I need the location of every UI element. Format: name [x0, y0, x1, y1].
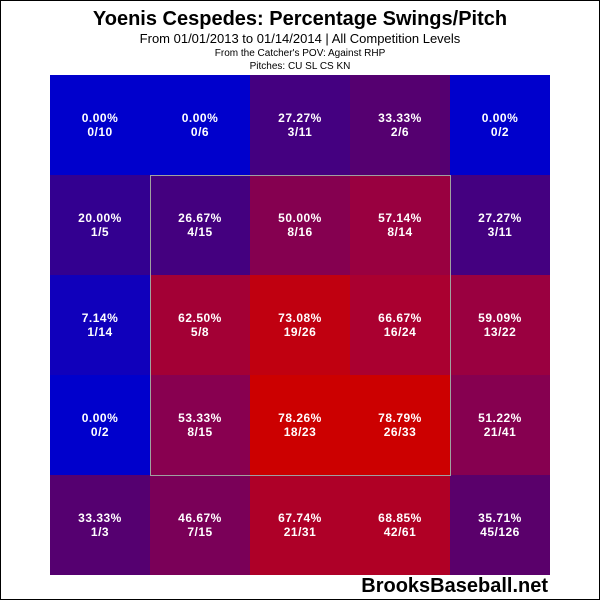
heatmap-cell: 57.14% 8/14: [350, 175, 450, 275]
cell-fraction: 4/15: [187, 225, 213, 239]
chart-title: Yoenis Cespedes: Percentage Swings/Pitch: [92, 8, 508, 30]
pov-label: From the Catcher's POV: Against RHP: [214, 48, 386, 59]
cell-fraction: 2/6: [390, 125, 410, 139]
heatmap-cell: 53.33% 8/15: [150, 375, 250, 475]
cell-fraction: 21/31: [283, 525, 317, 539]
cell-fraction: 26/33: [383, 425, 417, 439]
heatmap-cell: 51.22% 21/41: [450, 375, 550, 475]
heatmap-cell: 0.00% 0/2: [50, 375, 150, 475]
cell-percentage: 78.26%: [278, 411, 322, 425]
heatmap-cell: 0.00% 0/10: [50, 75, 150, 175]
cell-fraction: 8/14: [387, 225, 413, 239]
cell-percentage: 0.00%: [81, 111, 119, 125]
cell-percentage: 67.74%: [278, 511, 322, 525]
cell-fraction: 8/15: [187, 425, 213, 439]
heatmap-cell: 35.71% 45/126: [450, 475, 550, 575]
chart-subtitle: From 01/01/2013 to 01/14/2014 | All Comp…: [139, 31, 461, 46]
heatmap-cell: 33.33% 1/3: [50, 475, 150, 575]
heatmap-cell: 27.27% 3/11: [450, 175, 550, 275]
cell-fraction: 45/126: [480, 525, 520, 539]
cell-fraction: 42/61: [383, 525, 417, 539]
cell-percentage: 51.22%: [478, 411, 522, 425]
heatmap-cell: 33.33% 2/6: [350, 75, 450, 175]
cell-percentage: 33.33%: [78, 511, 122, 525]
cell-percentage: 66.67%: [378, 311, 422, 325]
heatmap-cell: 27.27% 3/11: [250, 75, 350, 175]
heatmap-cell: 0.00% 0/2: [450, 75, 550, 175]
cell-fraction: 5/8: [190, 325, 210, 339]
cell-fraction: 3/11: [287, 125, 313, 139]
cell-percentage: 33.33%: [378, 111, 422, 125]
brand-watermark: BrooksBaseball.net: [361, 575, 548, 597]
cell-fraction: 3/11: [487, 225, 513, 239]
cell-percentage: 46.67%: [178, 511, 222, 525]
heatmap-grid: 0.00% 0/10 0.00% 0/6 27.27% 3/11 33.33% 2/6 0.00…: [50, 75, 550, 575]
heatmap-cell: 68.85% 42/61: [350, 475, 450, 575]
cell-fraction: 13/22: [483, 325, 517, 339]
cell-fraction: 21/41: [483, 425, 517, 439]
heatmap-cell: 59.09% 13/22: [450, 275, 550, 375]
heatmap-cell: 66.67% 16/24: [350, 275, 450, 375]
cell-fraction: 1/5: [90, 225, 110, 239]
heatmap-cell: 46.67% 7/15: [150, 475, 250, 575]
cell-fraction: 1/14: [87, 325, 113, 339]
cell-percentage: 0.00%: [81, 411, 119, 425]
cell-percentage: 62.50%: [178, 311, 222, 325]
cell-percentage: 0.00%: [481, 111, 519, 125]
heatmap-cell: 0.00% 0/6: [150, 75, 250, 175]
cell-percentage: 68.85%: [378, 511, 422, 525]
cell-percentage: 73.08%: [278, 311, 322, 325]
cell-fraction: 18/23: [283, 425, 317, 439]
cell-fraction: 16/24: [383, 325, 417, 339]
cell-percentage: 27.27%: [478, 211, 522, 225]
cell-percentage: 26.67%: [178, 211, 222, 225]
cell-fraction: 0/2: [490, 125, 510, 139]
cell-percentage: 27.27%: [278, 111, 322, 125]
cell-percentage: 50.00%: [278, 211, 322, 225]
heatmap-cell: 78.26% 18/23: [250, 375, 350, 475]
cell-fraction: 0/2: [90, 425, 110, 439]
heatmap-cell: 62.50% 5/8: [150, 275, 250, 375]
cell-percentage: 20.00%: [78, 211, 122, 225]
pitches-label: Pitches: CU SL CS KN: [249, 61, 351, 72]
cell-percentage: 59.09%: [478, 311, 522, 325]
cell-fraction: 0/6: [190, 125, 210, 139]
cell-percentage: 78.79%: [378, 411, 422, 425]
heatmap-cell: 26.67% 4/15: [150, 175, 250, 275]
cell-percentage: 0.00%: [181, 111, 219, 125]
cell-fraction: 0/10: [87, 125, 113, 139]
heatmap-cell: 78.79% 26/33: [350, 375, 450, 475]
cell-percentage: 7.14%: [81, 311, 119, 325]
cell-fraction: 8/16: [287, 225, 313, 239]
cell-percentage: 53.33%: [178, 411, 222, 425]
cell-fraction: 19/26: [283, 325, 317, 339]
cell-percentage: 57.14%: [378, 211, 422, 225]
heatmap-cell: 73.08% 19/26: [250, 275, 350, 375]
heatmap-cell: 7.14% 1/14: [50, 275, 150, 375]
cell-percentage: 35.71%: [478, 511, 522, 525]
heatmap-cell: 50.00% 8/16: [250, 175, 350, 275]
heatmap-cell: 20.00% 1/5: [50, 175, 150, 275]
cell-fraction: 1/3: [90, 525, 110, 539]
cell-fraction: 7/15: [187, 525, 213, 539]
heatmap-cell: 67.74% 21/31: [250, 475, 350, 575]
